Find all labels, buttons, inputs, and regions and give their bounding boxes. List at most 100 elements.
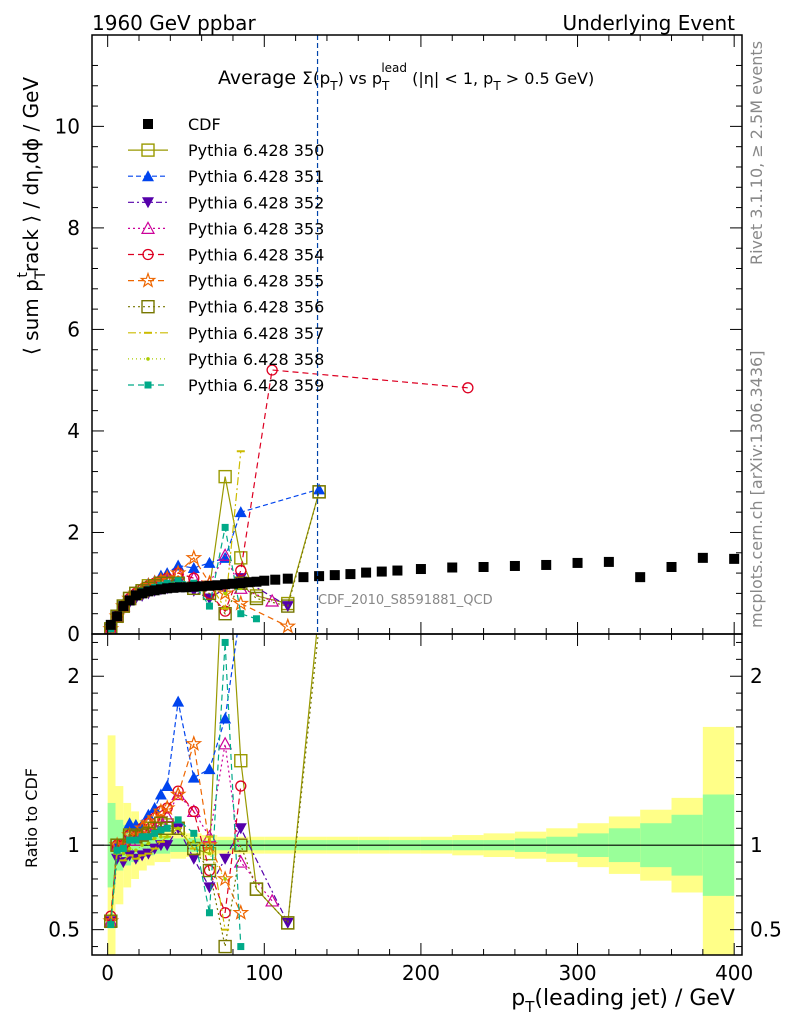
ratio-point-359 — [163, 824, 171, 832]
ratio-point-359 — [221, 638, 229, 646]
ratio-point-353 — [218, 736, 233, 750]
ratio-point-359 — [205, 909, 213, 917]
cdf-data-marker — [572, 557, 583, 568]
legend-cdf-label: CDF — [188, 115, 221, 134]
analysis-label: CDF_2010_S8591881_QCD — [318, 593, 493, 608]
legend-label-357: Pythia 6.428 357 — [188, 324, 324, 343]
cdf-data-marker — [112, 611, 123, 622]
ratio-point-354 — [188, 805, 200, 818]
ratio-point-355 — [169, 785, 187, 802]
ratio-point-352 — [219, 853, 232, 865]
y-tick-label-main: 0 — [67, 622, 80, 646]
cdf-data-marker — [251, 576, 262, 587]
legend-marker-356 — [141, 300, 155, 314]
series-point-355 — [169, 564, 187, 581]
y-tick-label-ratio-right: 0.5 — [750, 918, 782, 942]
y-axis-label-ratio: Ratio to CDF — [22, 768, 41, 868]
ratio-point-359 — [174, 816, 182, 824]
series-point-351 — [234, 506, 247, 518]
ratio-point-359 — [126, 836, 134, 844]
cdf-data-marker — [130, 590, 141, 601]
ratio-point-351 — [203, 763, 216, 775]
legend-marker-358 — [146, 357, 150, 361]
mcplots-label: mcplots.cern.ch [arXiv:1306.3436] — [747, 351, 766, 628]
cdf-data-marker — [541, 559, 552, 570]
x-tick-label: 100 — [245, 961, 283, 985]
cdf-data-marker — [415, 564, 426, 575]
x-tick-label: 400 — [715, 961, 753, 985]
ratio-point-358 — [140, 843, 144, 847]
ratio-point-352 — [281, 917, 294, 929]
y-tick-label-main: 10 — [55, 114, 80, 138]
ratio-point-358 — [146, 841, 151, 846]
cdf-data-marker — [137, 588, 148, 599]
x-tick-label: 300 — [558, 961, 596, 985]
ratio-point-358 — [152, 836, 157, 841]
series-point-355 — [279, 617, 297, 634]
cdf-data-marker — [697, 552, 708, 563]
cdf-data-marker — [314, 571, 325, 582]
ratio-point-351 — [187, 771, 200, 783]
legend-label-358: Pythia 6.428 358 — [188, 350, 324, 369]
ratio-line-355 — [110, 743, 242, 922]
legend-marker-352 — [142, 197, 154, 209]
ratio-point-351 — [148, 802, 161, 814]
series-point-351 — [187, 562, 200, 574]
x-tick-label: 0 — [101, 961, 114, 985]
cdf-data-marker — [298, 572, 309, 583]
main-plot-area — [102, 35, 740, 634]
ratio-point-356 — [313, 620, 325, 632]
y-tick-label-main: 8 — [67, 216, 80, 240]
ratio-point-354 — [203, 864, 216, 877]
ratio-point-356 — [218, 939, 232, 954]
ratio-point-358 — [134, 848, 138, 853]
cdf-data-marker — [155, 584, 166, 595]
ratio-point-358 — [223, 877, 227, 881]
cdf-data-marker — [635, 572, 646, 583]
ratio-point-356 — [234, 838, 248, 852]
cdf-data-marker — [329, 570, 340, 581]
y-tick-label-ratio: 0.5 — [48, 918, 80, 942]
ratio-point-350 — [234, 754, 248, 768]
ratio-point-351 — [154, 788, 167, 800]
ratio-point-351 — [172, 695, 185, 707]
y-tick-label-main: 6 — [67, 317, 80, 341]
cdf-data-marker — [227, 578, 238, 589]
legend-label-352: Pythia 6.428 352 — [188, 193, 324, 212]
legend-label-354: Pythia 6.428 354 — [188, 246, 324, 265]
cdf-data-marker — [270, 574, 281, 585]
cdf-data-marker — [666, 561, 677, 572]
ratio-point-359 — [107, 921, 115, 929]
ratio-point-358 — [207, 851, 212, 856]
cdf-data-marker — [235, 578, 246, 589]
series-point-354 — [235, 564, 247, 577]
series-point-350 — [234, 551, 248, 565]
series-point-354 — [266, 364, 278, 376]
cdf-data-marker — [729, 553, 740, 564]
ratio-point-359 — [132, 836, 140, 844]
x-axis-label: pT(leading jet) / GeV — [511, 986, 735, 1016]
cdf-data-marker — [259, 575, 270, 586]
ratio-point-356 — [249, 882, 264, 896]
cdf-data-marker — [282, 573, 293, 584]
y-tick-label-ratio: 1 — [67, 833, 80, 857]
ratio-frame — [91, 633, 743, 956]
legend-marker-354 — [142, 248, 154, 261]
legend-label-351: Pythia 6.428 351 — [188, 167, 324, 186]
y-tick-label-main: 4 — [67, 419, 80, 443]
series-point-355 — [185, 549, 203, 565]
ratio-line-356 — [110, 634, 319, 947]
series-point-359 — [221, 523, 229, 531]
ratio-point-353 — [171, 787, 186, 801]
legend-cdf-marker — [143, 119, 153, 129]
ratio-point-352 — [234, 823, 247, 835]
ratio-point-359 — [113, 846, 121, 854]
y-tick-label-ratio-right: 2 — [750, 664, 763, 688]
cdf-data-marker — [376, 566, 387, 577]
cdf-data-marker — [168, 582, 179, 593]
cdf-data-marker — [361, 567, 372, 578]
cdf-data-marker — [509, 560, 520, 571]
ratio-point-354 — [235, 780, 247, 792]
legend-marker-351 — [142, 170, 154, 182]
